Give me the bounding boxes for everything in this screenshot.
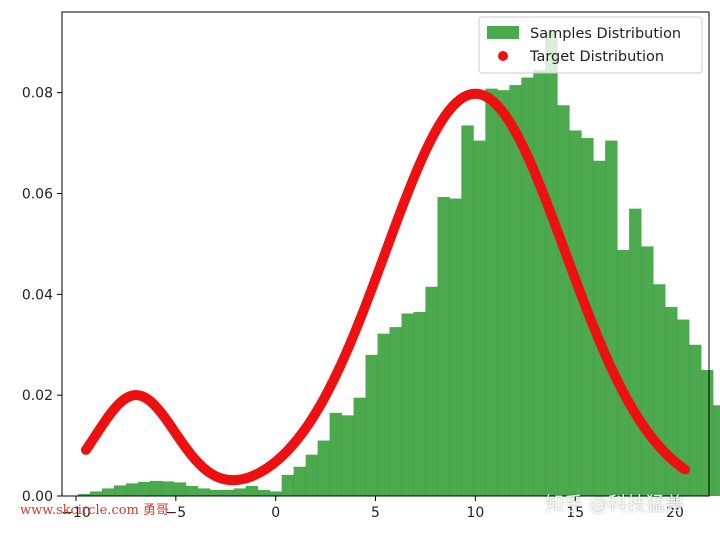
watermark-right: 知乎 @科技猛兽	[545, 493, 685, 515]
histogram-bar	[233, 488, 247, 496]
legend-label-samples: Samples Distribution	[530, 26, 681, 42]
histogram-bar	[257, 489, 271, 496]
histogram-bar	[629, 208, 642, 497]
plot-frame	[61, 11, 710, 497]
histogram-bar	[185, 485, 199, 496]
target-point	[680, 464, 691, 475]
histogram-bar	[149, 480, 163, 497]
x-axis-ticks: −10 −5 0 5 10 15 20	[61, 496, 684, 521]
x-tick-label: 0	[271, 505, 280, 521]
histogram-bar	[209, 489, 223, 496]
histogram-bar	[545, 32, 558, 497]
histogram-bar	[269, 491, 283, 496]
histogram-bar	[341, 415, 354, 496]
legend-marker-target	[498, 51, 508, 61]
histogram-bar	[665, 306, 678, 496]
legend: Samples Distribution Target Distribution	[478, 16, 703, 74]
histogram-bar	[365, 354, 378, 496]
histogram-bar	[653, 284, 666, 496]
y-tick-label: 0.00	[22, 489, 53, 505]
histogram-bar	[509, 85, 522, 496]
histogram-bar	[473, 140, 486, 496]
y-tick-label: 0.04	[22, 287, 53, 303]
legend-box	[478, 16, 703, 74]
histogram-bar	[413, 311, 426, 496]
histogram-bar	[461, 125, 474, 496]
y-tick-label: 0.08	[22, 86, 53, 102]
histogram-bar	[569, 130, 582, 497]
histogram-bar	[389, 327, 402, 496]
histogram-bar	[317, 440, 330, 496]
x-tick-label: 20	[666, 505, 684, 521]
histogram-bar	[521, 77, 534, 496]
histogram-bar	[173, 482, 187, 496]
histogram-bar	[305, 454, 318, 496]
histogram-bar	[425, 286, 438, 496]
legend-label-target: Target Distribution	[529, 49, 664, 65]
legend-swatch-samples	[487, 26, 519, 39]
histogram-bars	[77, 32, 720, 497]
histogram-bar	[113, 485, 127, 496]
x-tick-label: −5	[166, 505, 187, 521]
histogram-bar	[281, 474, 295, 496]
x-tick-label: −10	[61, 505, 91, 521]
y-tick-label: 0.02	[22, 388, 53, 404]
histogram-bar	[101, 488, 115, 496]
histogram-bar	[161, 481, 175, 496]
histogram-bar	[125, 483, 139, 496]
histogram-bar	[677, 319, 690, 496]
x-tick-label: 10	[466, 505, 484, 521]
histogram-bar	[641, 246, 654, 496]
histogram-bar	[221, 489, 235, 496]
x-tick-label: 15	[566, 505, 584, 521]
watermark-left: www.skcircle.com 勇哥	[20, 503, 170, 518]
histogram-bar	[245, 485, 259, 496]
histogram-bar	[533, 69, 546, 496]
histogram-bar	[329, 412, 342, 496]
x-tick-label: 5	[371, 505, 380, 521]
histogram-bar	[485, 88, 498, 496]
histogram-bar	[437, 197, 450, 496]
y-tick-label: 0.06	[22, 187, 53, 203]
histogram-bar	[497, 90, 510, 497]
histogram-bar	[377, 333, 390, 496]
histogram-bar	[712, 405, 720, 496]
histogram-bar	[197, 488, 211, 496]
histogram-bar	[137, 481, 151, 496]
histogram-bar	[293, 466, 307, 496]
histogram-bar	[617, 249, 630, 496]
histogram-bar	[557, 105, 570, 497]
histogram-bar	[689, 344, 702, 496]
histogram-bar	[449, 198, 462, 497]
histogram-bar	[77, 493, 91, 496]
y-axis-ticks: 0.00 0.02 0.04 0.06 0.08	[22, 86, 62, 505]
histogram-bar	[401, 313, 414, 496]
histogram-bar	[701, 369, 714, 496]
histogram-bar	[89, 491, 103, 496]
histogram-bar	[605, 140, 618, 496]
histogram-bar	[353, 397, 366, 496]
target-distribution-points	[80, 88, 691, 486]
